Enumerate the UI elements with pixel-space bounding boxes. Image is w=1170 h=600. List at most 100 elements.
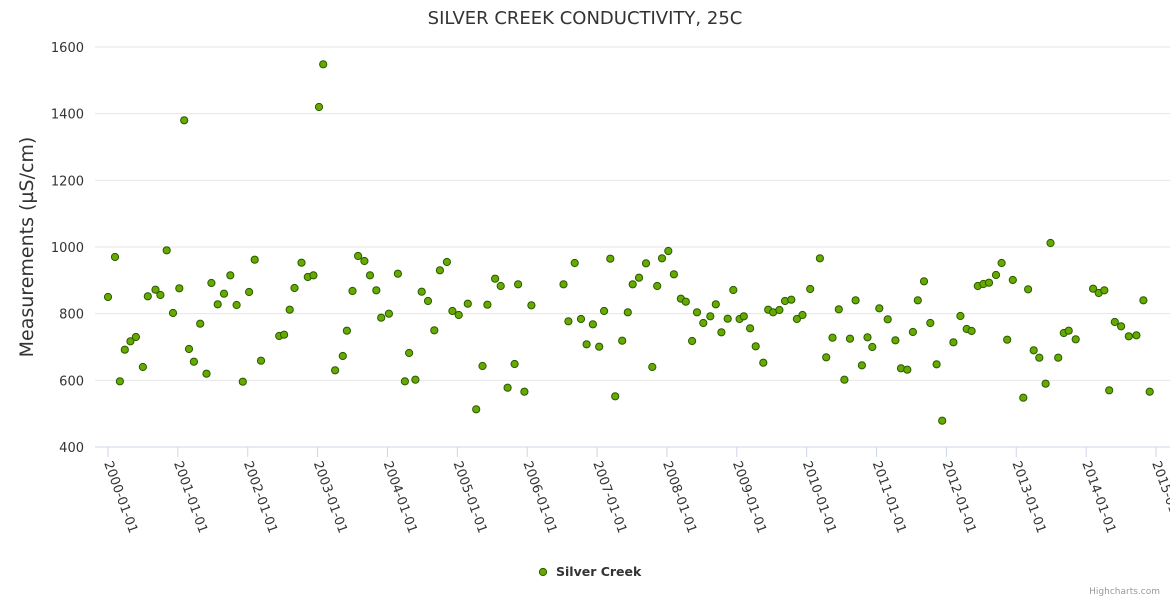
data-point[interactable] xyxy=(932,360,941,369)
data-point[interactable] xyxy=(576,314,586,324)
data-point[interactable] xyxy=(1035,353,1044,362)
data-point[interactable] xyxy=(365,271,375,280)
data-point[interactable] xyxy=(1132,331,1141,340)
data-point[interactable] xyxy=(618,336,627,345)
data-point[interactable] xyxy=(991,270,1001,280)
data-point[interactable] xyxy=(1139,296,1148,305)
data-point[interactable] xyxy=(514,280,523,289)
data-point[interactable] xyxy=(706,312,715,321)
legend-marker[interactable] xyxy=(538,567,548,577)
data-point[interactable] xyxy=(775,305,784,315)
data-point[interactable] xyxy=(372,286,381,295)
data-point[interactable] xyxy=(245,287,254,297)
data-point[interactable] xyxy=(232,300,241,310)
data-point[interactable] xyxy=(430,326,439,335)
data-point[interactable] xyxy=(442,257,451,267)
data-point[interactable] xyxy=(891,336,900,345)
data-point[interactable] xyxy=(131,332,140,342)
data-point[interactable] xyxy=(226,271,235,280)
data-point[interactable] xyxy=(290,283,299,293)
data-point[interactable] xyxy=(840,375,849,384)
legend-label[interactable]: Silver Creek xyxy=(556,564,642,579)
data-point[interactable] xyxy=(423,296,433,306)
data-point[interactable] xyxy=(196,319,205,328)
data-point[interactable] xyxy=(454,310,463,320)
data-point[interactable] xyxy=(180,116,189,125)
data-point[interactable] xyxy=(377,313,386,322)
data-point[interactable] xyxy=(828,333,837,342)
data-point[interactable] xyxy=(491,274,500,283)
data-point[interactable] xyxy=(623,308,632,317)
data-point[interactable] xyxy=(503,383,512,392)
data-point[interactable] xyxy=(717,328,726,337)
data-point[interactable] xyxy=(115,377,125,386)
data-point[interactable] xyxy=(628,280,637,289)
data-point[interactable] xyxy=(213,300,222,309)
data-point[interactable] xyxy=(110,252,120,262)
data-point[interactable] xyxy=(184,344,194,354)
data-point[interactable] xyxy=(746,324,755,333)
data-point[interactable] xyxy=(189,357,198,366)
data-point[interactable] xyxy=(138,362,147,372)
data-point[interactable] xyxy=(751,342,760,351)
data-point[interactable] xyxy=(309,271,318,280)
data-point[interactable] xyxy=(1003,335,1012,344)
data-point[interactable] xyxy=(967,326,976,336)
data-point[interactable] xyxy=(156,290,165,300)
data-point[interactable] xyxy=(314,102,324,112)
data-point[interactable] xyxy=(863,333,872,342)
data-point[interactable] xyxy=(463,299,472,308)
data-point[interactable] xyxy=(520,387,529,396)
data-point[interactable] xyxy=(669,270,679,279)
data-point[interactable] xyxy=(1100,286,1109,295)
data-point[interactable] xyxy=(527,301,536,310)
data-point[interactable] xyxy=(600,306,609,316)
data-point[interactable] xyxy=(1008,275,1017,285)
data-point[interactable] xyxy=(984,278,994,287)
data-point[interactable] xyxy=(1024,285,1033,294)
data-point[interactable] xyxy=(559,280,568,289)
data-point[interactable] xyxy=(405,348,414,358)
data-point[interactable] xyxy=(611,392,620,401)
data-point[interactable] xyxy=(393,269,402,278)
data-point[interactable] xyxy=(411,375,420,384)
data-point[interactable] xyxy=(723,314,732,323)
data-point[interactable] xyxy=(202,369,211,378)
data-point[interactable] xyxy=(1117,322,1126,331)
data-point[interactable] xyxy=(1089,284,1098,293)
data-point[interactable] xyxy=(319,60,328,69)
data-point[interactable] xyxy=(792,314,802,324)
data-point[interactable] xyxy=(883,315,892,324)
data-point[interactable] xyxy=(103,292,113,302)
data-point[interactable] xyxy=(360,256,369,266)
data-point[interactable] xyxy=(238,377,247,386)
data-point[interactable] xyxy=(787,295,796,304)
data-point[interactable] xyxy=(1046,238,1055,248)
data-point[interactable] xyxy=(641,259,651,268)
data-point[interactable] xyxy=(151,285,160,294)
data-point[interactable] xyxy=(435,266,444,275)
data-point[interactable] xyxy=(711,300,720,309)
data-point[interactable] xyxy=(653,281,662,291)
data-point[interactable] xyxy=(815,254,825,263)
data-point[interactable] xyxy=(1064,326,1073,335)
data-point[interactable] xyxy=(648,362,657,372)
data-point[interactable] xyxy=(595,342,604,351)
data-point[interactable] xyxy=(175,284,184,293)
data-point[interactable] xyxy=(938,416,947,425)
data-point[interactable] xyxy=(354,251,363,261)
data-point[interactable] xyxy=(857,361,867,370)
data-point[interactable] xyxy=(1029,346,1038,355)
data-point[interactable] xyxy=(634,273,644,282)
data-point[interactable] xyxy=(168,308,178,318)
data-point[interactable] xyxy=(908,327,918,337)
data-point[interactable] xyxy=(806,284,815,294)
data-point[interactable] xyxy=(1124,332,1133,341)
data-point[interactable] xyxy=(285,305,294,314)
data-point[interactable] xyxy=(496,281,505,291)
data-point[interactable] xyxy=(120,345,129,354)
data-point[interactable] xyxy=(913,296,922,305)
data-point[interactable] xyxy=(564,317,573,326)
data-point[interactable] xyxy=(331,366,340,375)
data-point[interactable] xyxy=(1110,317,1119,327)
